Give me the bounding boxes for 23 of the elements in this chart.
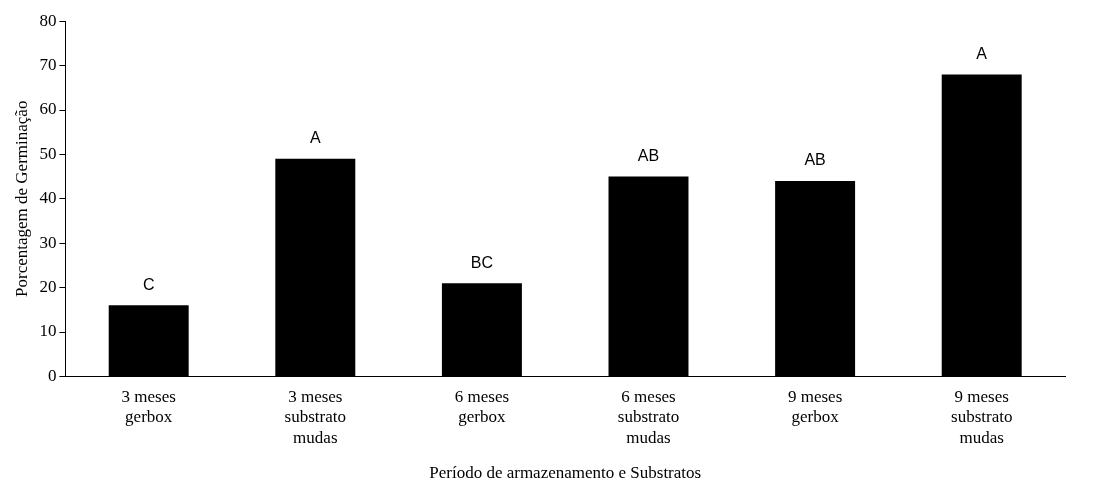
annotation: A: [976, 44, 988, 62]
annotation: AB: [804, 151, 826, 169]
annotation: AB: [637, 147, 660, 165]
annotation: BC: [470, 253, 494, 271]
x-tick-label: 6 meses gerbox: [454, 387, 510, 427]
x-tick-label: 9 meses gerbox: [787, 387, 843, 427]
y-tick-label: 0: [47, 365, 57, 385]
x-tick-label: 3 meses substrato mudas: [284, 387, 346, 447]
annotation: A: [309, 129, 321, 147]
y-tick-label: 80: [39, 10, 57, 30]
y-tick-label: 10: [39, 321, 57, 341]
annotation: C: [142, 275, 155, 293]
y-tick-label: 50: [39, 143, 57, 163]
y-axis-title: Porcentagem de Germinação: [11, 100, 31, 297]
x-axis-title: Período de armazenamento e Substratos: [429, 463, 702, 483]
y-tick-label: 20: [39, 277, 57, 297]
y-tick-label: 40: [39, 188, 57, 208]
x-tick-label: 3 meses gerbox: [121, 387, 176, 427]
x-tick-label: 6 meses substrato mudas: [617, 387, 680, 447]
y-tick-label: 30: [39, 232, 57, 252]
x-tick-label: 9 meses substrato mudas: [951, 387, 1013, 447]
y-tick-label: 60: [39, 99, 57, 119]
y-tick-label: 70: [39, 55, 57, 75]
